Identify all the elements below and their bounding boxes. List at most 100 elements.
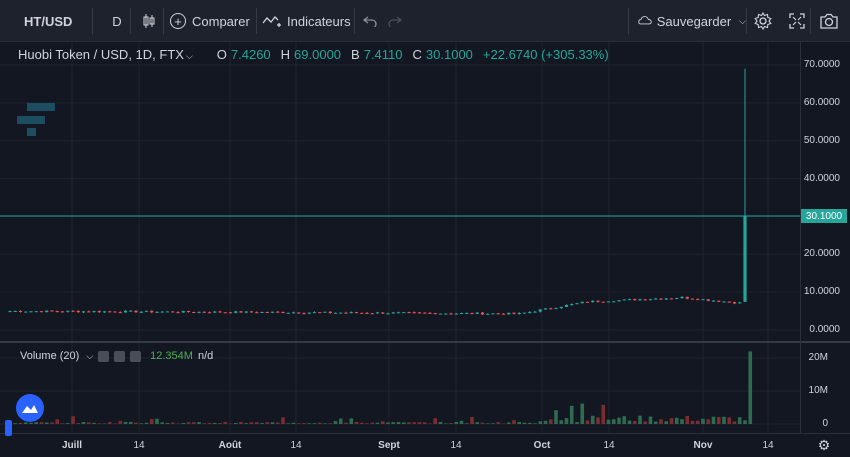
price-scale[interactable]: 70.000060.000050.000040.000030.000020.00… <box>800 42 850 433</box>
volume-bar <box>428 423 432 424</box>
redo-button[interactable] <box>385 0 405 42</box>
candle <box>255 312 259 314</box>
volume-bar <box>71 416 75 424</box>
chevron-down-icon: ⌵ <box>185 50 193 61</box>
volume-bar <box>338 418 343 424</box>
volume-bar <box>176 423 180 424</box>
candle <box>202 311 206 313</box>
watermark-block <box>17 116 45 124</box>
candle <box>234 311 238 313</box>
indicators-button[interactable]: Indicateurs <box>262 0 352 42</box>
eye-icon[interactable] <box>98 350 110 362</box>
time-axis-label: Nov <box>693 440 713 451</box>
volume-bar <box>249 422 254 424</box>
volume-bar <box>317 422 322 424</box>
volume-bar <box>454 421 459 424</box>
volume-bar <box>312 423 317 424</box>
volume-bar <box>302 423 306 424</box>
candle <box>575 303 579 305</box>
candle <box>8 311 12 313</box>
candle <box>449 313 453 315</box>
fullscreen-button[interactable] <box>787 0 807 42</box>
candle <box>570 304 574 306</box>
time-axis-label: Juill <box>61 440 83 451</box>
volume-bar <box>480 422 485 424</box>
candle <box>659 298 663 300</box>
candle <box>512 312 516 314</box>
volume-legend: Volume (20) ⌵ 12.354M n/d <box>20 348 213 364</box>
toolbar-divider <box>810 8 811 34</box>
volume-title[interactable]: Volume (20) <box>20 350 80 362</box>
volume-bar <box>391 422 396 424</box>
candle <box>134 310 138 313</box>
volume-bar <box>286 423 291 424</box>
save-layout-button[interactable]: Sauvegarder ⌵ <box>638 0 746 42</box>
time-axis[interactable]: Juill 14 Août 14 Sept 14 Oct 14 Nov 14 <box>0 433 850 457</box>
candle <box>213 311 217 313</box>
undo-icon <box>363 16 377 27</box>
volume-bar <box>296 423 301 424</box>
candle <box>438 313 443 315</box>
redo-icon <box>388 16 402 27</box>
candle <box>50 310 54 312</box>
pane-separator[interactable] <box>0 341 850 343</box>
candle <box>664 298 668 300</box>
time-axis-label: 14 <box>450 440 462 451</box>
chart-style-button[interactable] <box>138 0 160 42</box>
symbol-search-button[interactable]: HT/USD <box>24 13 73 29</box>
candle <box>606 301 611 303</box>
change-value: +22.6740 (+305.33%) <box>482 46 609 62</box>
chevron-down-icon[interactable]: ⌵ <box>86 350 94 361</box>
fullscreen-icon <box>789 13 805 29</box>
candle <box>465 312 469 314</box>
candle <box>265 312 269 314</box>
candle <box>87 311 91 313</box>
volume-bar <box>23 422 28 424</box>
volume-bar <box>239 421 243 424</box>
candle <box>349 312 353 314</box>
volume-bar <box>354 421 359 424</box>
legend-title[interactable]: Huobi Token / USD, 1D, FTX ⌵ <box>18 47 193 62</box>
candle <box>129 310 133 312</box>
interval-button[interactable]: D <box>112 13 122 29</box>
price-chart[interactable] <box>0 42 800 341</box>
volume-bar <box>464 423 469 424</box>
snapshot-button[interactable] <box>818 0 840 42</box>
close-icon[interactable] <box>130 350 142 362</box>
price-legend: Huobi Token / USD, 1D, FTX ⌵ O 7.4260 H 69.… <box>18 45 615 63</box>
candle <box>24 311 28 313</box>
settings-button[interactable] <box>752 0 774 42</box>
candle <box>690 298 695 300</box>
candle <box>339 312 343 314</box>
candle <box>186 310 191 312</box>
gear-icon <box>754 12 772 30</box>
volume-bar <box>44 422 49 424</box>
candle <box>538 309 542 312</box>
candle <box>517 313 521 315</box>
toolbar-toggle-handle[interactable] <box>5 420 12 436</box>
candle <box>428 312 432 314</box>
volume-chart[interactable] <box>0 343 800 433</box>
candle <box>528 311 532 313</box>
candle <box>66 310 70 312</box>
volume-bar <box>538 421 543 424</box>
settings-icon[interactable] <box>114 350 126 362</box>
volume-bar <box>522 422 527 424</box>
high-key: H <box>280 46 291 62</box>
undo-button[interactable] <box>360 0 380 42</box>
volume-bar <box>328 423 333 424</box>
candle <box>596 300 600 302</box>
candle <box>486 313 490 315</box>
tradingview-logo-icon[interactable] <box>16 394 44 422</box>
candle <box>171 311 175 313</box>
low-value: 7.4110 <box>363 46 403 62</box>
candle <box>643 299 647 301</box>
compare-button[interactable]: + Comparer <box>170 0 250 42</box>
time-axis-label: 14 <box>290 440 302 451</box>
volume-bar <box>601 404 606 424</box>
candle <box>239 311 243 313</box>
chart-settings-gear-icon[interactable]: ⚙ <box>817 436 831 453</box>
candle <box>549 308 553 310</box>
candle <box>18 310 23 312</box>
plus-circle-icon: + <box>170 13 186 29</box>
